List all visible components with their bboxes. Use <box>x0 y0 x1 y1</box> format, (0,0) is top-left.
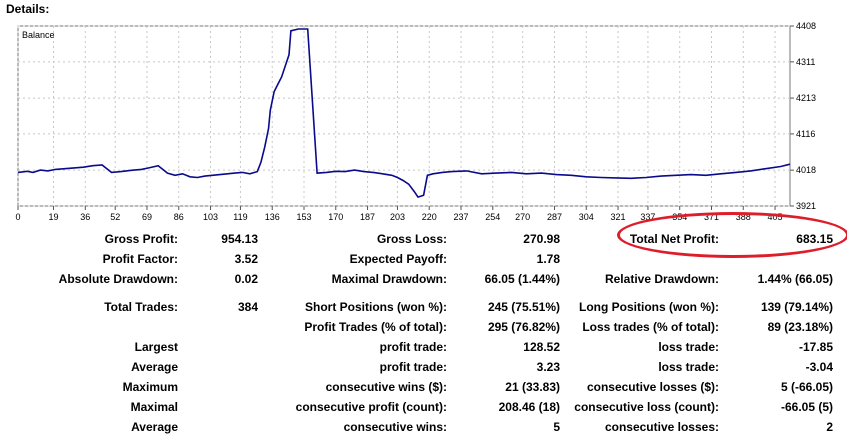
x-tick-label: 254 <box>485 212 500 222</box>
stat-value: 384 <box>237 300 258 314</box>
stat-value: 66.05 (1.44%) <box>484 272 560 286</box>
x-tick-label: 153 <box>296 212 311 222</box>
stat-value: 5 (-66.05) <box>780 380 833 394</box>
stat-label: Profit Factor: <box>102 252 178 266</box>
stat-label: consecutive profit (count): <box>295 400 447 414</box>
stat-value: -66.05 (5) <box>780 400 833 414</box>
stat-value: 208.46 (18) <box>498 400 560 414</box>
stat-label: profit trade: <box>379 340 447 354</box>
x-tick-label: 170 <box>328 212 343 222</box>
x-tick-label: 237 <box>453 212 468 222</box>
x-tick-label: 136 <box>265 212 280 222</box>
x-tick-label: 321 <box>611 212 626 222</box>
stat-label: Total Trades: <box>104 300 178 314</box>
x-tick-label: 337 <box>640 212 655 222</box>
stat-value: 3.52 <box>234 252 258 266</box>
stat-value: 1.78 <box>536 252 560 266</box>
net-profit-highlight-ellipse <box>617 212 847 258</box>
x-tick-label: 19 <box>49 212 59 222</box>
stat-label: loss trade: <box>658 360 719 374</box>
stat-value: 89 (23.18%) <box>767 320 833 334</box>
x-tick-label: 203 <box>390 212 405 222</box>
stat-value: 954.13 <box>221 232 258 246</box>
stat-label: consecutive losses: <box>604 420 719 434</box>
stat-label: Short Positions (won %): <box>305 300 447 314</box>
stat-value: 245 (75.51%) <box>487 300 560 314</box>
balance-series-line <box>17 28 791 199</box>
x-tick-label: 36 <box>80 212 90 222</box>
stat-label: consecutive losses ($): <box>586 380 719 394</box>
stat-value: 128.52 <box>523 340 560 354</box>
y-tick-label: 4408 <box>796 21 816 31</box>
stat-value: 5 <box>553 420 560 434</box>
stat-label: Largest <box>134 340 178 354</box>
x-tick-label: 187 <box>360 212 375 222</box>
stat-value: 139 (79.14%) <box>760 300 833 314</box>
stat-label: consecutive wins ($): <box>325 380 447 394</box>
y-tick-label: 4018 <box>796 165 816 175</box>
stat-label: Loss trades (% of total): <box>582 320 719 334</box>
stat-value: 0.02 <box>234 272 258 286</box>
balance-chart: 0 19 36 52 69 86 103 119 136 153 170 187 203 220 237 25… <box>15 21 816 222</box>
stat-value: 270.98 <box>523 232 560 246</box>
legend-label: Balance <box>22 30 55 40</box>
x-tick-label: 86 <box>174 212 184 222</box>
stat-value: 295 (76.82%) <box>487 320 560 334</box>
stat-value: -17.85 <box>798 340 833 354</box>
details-title: Details: <box>6 2 50 16</box>
y-tick-label: 4213 <box>796 93 816 103</box>
x-tick-label: 287 <box>547 212 562 222</box>
x-tick-label: 270 <box>515 212 530 222</box>
stat-label: Expected Payoff: <box>349 252 447 266</box>
stat-value: 2 <box>826 420 833 434</box>
stat-label: Long Positions (won %): <box>579 300 719 314</box>
x-tick-label: 0 <box>15 212 20 222</box>
stat-label: Gross Loss: <box>376 232 447 246</box>
x-tick-label: 304 <box>579 212 594 222</box>
y-tick-label: 4116 <box>796 129 815 139</box>
stat-value: 21 (33.83) <box>505 380 560 394</box>
x-tick-label: 220 <box>422 212 437 222</box>
stat-value: 3.23 <box>536 360 560 374</box>
x-tick-label: 69 <box>142 212 152 222</box>
stat-label: Absolute Drawdown: <box>58 272 178 286</box>
stat-label: profit trade: <box>379 360 447 374</box>
stat-label: Average <box>131 360 178 374</box>
plot-frame <box>17 25 791 207</box>
stat-value: 1.44% (66.05) <box>757 272 833 286</box>
stat-label: Maximal Drawdown: <box>331 272 447 286</box>
stat-label: Relative Drawdown: <box>604 272 719 286</box>
stat-label: Average <box>131 420 178 434</box>
stat-label: Gross Profit: <box>104 232 178 246</box>
grid-lines <box>17 25 790 207</box>
stat-label: consecutive wins: <box>343 420 447 434</box>
stat-label: Profit Trades (% of total): <box>304 320 447 334</box>
stat-label: Maximal <box>130 400 178 414</box>
stat-label: loss trade: <box>658 340 719 354</box>
y-tick-label: 4311 <box>796 57 815 67</box>
stat-label: consecutive loss (count): <box>574 400 719 414</box>
series-layer <box>17 28 791 199</box>
stat-value: -3.04 <box>805 360 833 374</box>
x-tick-label: 52 <box>110 212 120 222</box>
x-tick-label: 103 <box>203 212 218 222</box>
x-tick-label: 119 <box>233 212 247 222</box>
stat-label: Maximum <box>122 380 178 394</box>
y-tick-label: 3921 <box>796 201 816 211</box>
